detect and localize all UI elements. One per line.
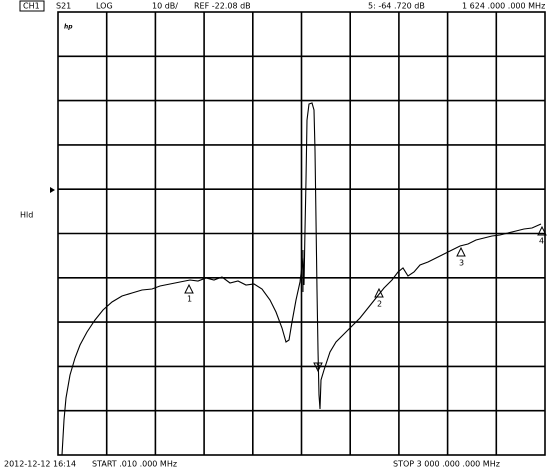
marker-readout: 5: -64 .720 dB — [368, 2, 425, 11]
marker-label: 1 — [187, 295, 192, 304]
channel-box — [19, 0, 45, 12]
grid — [57, 11, 546, 456]
marker — [456, 246, 466, 257]
format: LOG — [96, 2, 113, 11]
scale: 10 dB/ — [152, 2, 178, 11]
marker — [374, 287, 384, 298]
marker-label: 5 — [316, 362, 321, 371]
parameter: S21 — [56, 2, 71, 11]
trace — [61, 102, 542, 456]
reference-pointer — [50, 187, 55, 193]
stop-frequency: STOP 3 000 .000 .000 MHz — [393, 460, 500, 469]
timestamp: 2012-12-12 16:14 — [4, 460, 76, 469]
marker — [184, 283, 194, 294]
marker-label: 4 — [539, 237, 544, 246]
channel: CH1 — [23, 2, 40, 11]
reference: REF -22.08 dB — [194, 2, 251, 11]
marker — [537, 225, 547, 236]
marker — [313, 362, 323, 373]
marker-label: 3 — [459, 259, 464, 268]
logo: hp — [64, 24, 73, 31]
side-label: Hld — [20, 211, 33, 220]
marker-frequency: 1 624 .000 .000 MHz — [462, 2, 545, 11]
marker-label: 2 — [377, 300, 382, 309]
start-frequency: START .010 .000 MHz — [92, 460, 177, 469]
